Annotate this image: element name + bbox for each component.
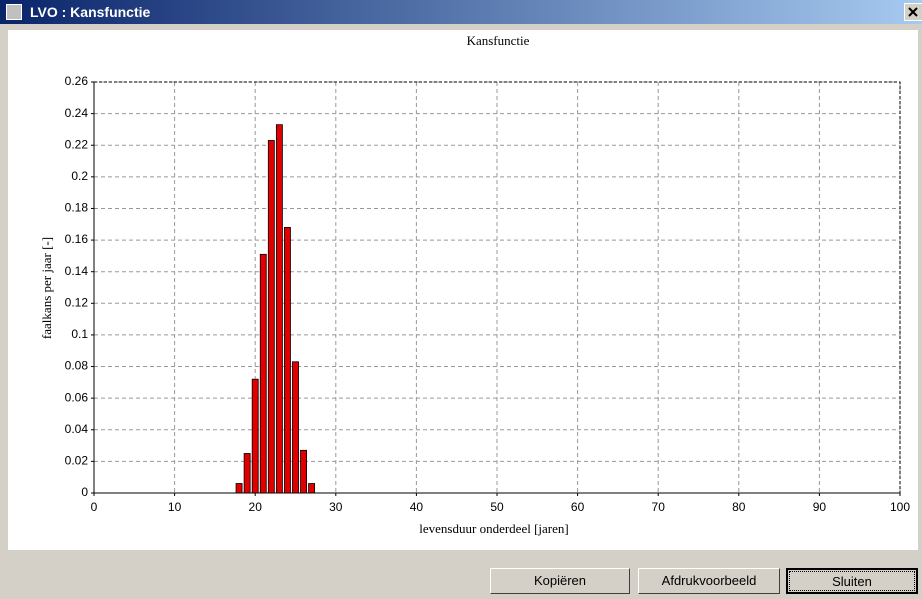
y-tick-label: 0.18	[65, 201, 89, 215]
y-tick-label: 0	[81, 485, 88, 499]
chart: Kansfunctie levensduur onderdeel [jaren]…	[8, 30, 918, 550]
app-icon	[6, 4, 22, 20]
bar	[300, 449, 307, 494]
x-tick-label: 40	[410, 500, 424, 514]
bar	[308, 483, 316, 494]
bar	[235, 483, 243, 494]
x-tick-label: 20	[249, 500, 263, 514]
bar	[292, 361, 299, 494]
close-button[interactable]	[904, 3, 922, 21]
y-tick-label: 0.14	[65, 264, 89, 278]
x-tick-label: 90	[813, 500, 827, 514]
y-tick-label: 0.02	[65, 454, 89, 468]
x-tick-label: 70	[652, 500, 666, 514]
bar	[251, 378, 259, 494]
bar	[243, 453, 251, 494]
chart-title: Kansfunctie	[467, 33, 530, 48]
y-axis-label: faalkans per jaar [-]	[39, 237, 54, 339]
x-tick-label: 10	[168, 500, 182, 514]
copy-button[interactable]: Kopiëren	[490, 568, 630, 594]
bar	[267, 140, 275, 494]
bar	[275, 124, 283, 494]
y-tick-label: 0.2	[71, 169, 88, 183]
preview-button[interactable]: Afdrukvoorbeeld	[638, 568, 780, 594]
y-tick-label: 0.1	[71, 327, 88, 341]
x-axis-label: levensduur onderdeel [jaren]	[419, 521, 568, 536]
x-tick-label: 30	[329, 500, 343, 514]
bar	[284, 227, 291, 494]
plot-border	[94, 81, 901, 493]
y-tick-label: 0.12	[65, 295, 89, 309]
x-tick-label: 0	[91, 500, 98, 514]
title-bar: LVO : Kansfunctie	[0, 0, 922, 24]
x-tick-label: 50	[490, 500, 504, 514]
window-title: LVO : Kansfunctie	[30, 4, 151, 20]
y-tick-label: 0.06	[65, 390, 89, 404]
y-tick-label: 0.08	[65, 359, 89, 373]
x-tick-label: 60	[571, 500, 585, 514]
x-tick-label: 80	[732, 500, 746, 514]
y-tick-label: 0.24	[65, 106, 89, 120]
x-tick-label: 100	[890, 500, 910, 514]
chart-background	[8, 30, 918, 550]
y-tick-label: 0.04	[65, 422, 89, 436]
axes	[93, 82, 900, 494]
y-tick-label: 0.26	[65, 74, 89, 88]
bar	[259, 253, 267, 494]
close-dialog-button[interactable]: Sluiten	[786, 568, 918, 594]
y-tick-label: 0.16	[65, 232, 89, 246]
y-tick-label: 0.22	[65, 137, 89, 151]
